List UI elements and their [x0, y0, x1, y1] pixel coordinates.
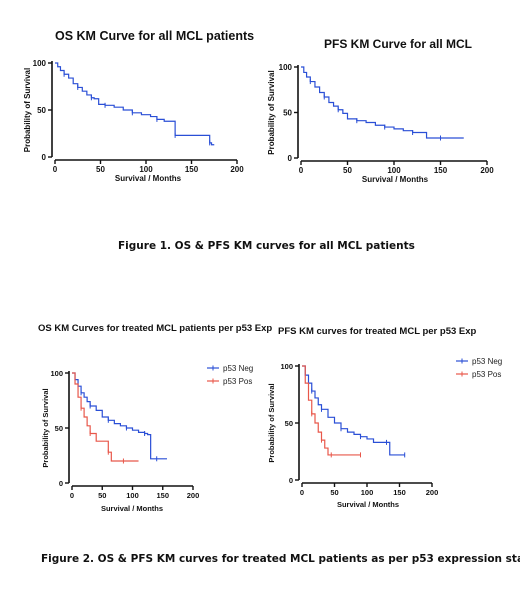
- y-axis-title: Probability of Survival: [267, 70, 276, 154]
- x-tick-label: 100: [126, 491, 139, 500]
- x-tick-label: 200: [426, 488, 439, 497]
- x-tick-label: 150: [434, 166, 448, 175]
- legend-label: p53 Pos: [472, 370, 501, 379]
- x-tick-label: 50: [343, 166, 352, 175]
- y-tick-label: 0: [288, 154, 293, 163]
- plot-svg: 0 50 100 0 50 100 150 200 Survival / Months Proba…: [267, 63, 494, 184]
- x-tick-label: 200: [480, 166, 494, 175]
- chart-pfs-p53: PFS KM curves for treated MCL per p53 Ex…: [260, 310, 520, 530]
- x-tick-label: 50: [98, 491, 106, 500]
- x-tick-label: 100: [361, 488, 374, 497]
- chart-title: PFS KM Curve for all MCL: [324, 37, 473, 51]
- chart-title: OS KM Curve for all MCL patients: [55, 29, 255, 43]
- km-curve-p53-neg: [72, 372, 167, 460]
- x-axis-title: Survival / Months: [362, 175, 429, 184]
- plot-svg: 0 50 100 0 50 100 150 200 Survival / Months Proba…: [23, 59, 244, 183]
- y-tick-label: 50: [283, 109, 292, 118]
- x-tick-label: 150: [185, 165, 199, 174]
- km-curve-series: [55, 62, 215, 146]
- x-tick-label: 50: [330, 488, 338, 497]
- chart-title: PFS KM curves for treated MCL per p53 Ex…: [278, 326, 477, 337]
- x-tick-label: 200: [187, 491, 200, 500]
- x-tick-label: 100: [139, 165, 153, 174]
- x-tick-label: 0: [70, 491, 74, 500]
- y-tick-label: 100: [280, 362, 293, 371]
- figure2-caption: Figure 2. OS & PFS KM curves for treated…: [41, 553, 520, 565]
- x-tick-label: 150: [156, 491, 169, 500]
- km-curve-p53-neg: [302, 365, 405, 456]
- chart-title: OS KM Curves for treated MCL patients pe…: [38, 323, 273, 334]
- x-tick-label: 200: [230, 165, 244, 174]
- x-tick-label: 100: [387, 166, 401, 175]
- x-tick-label: 50: [96, 165, 105, 174]
- y-tick-label: 0: [289, 476, 293, 485]
- km-curve-p53-pos: [302, 365, 361, 456]
- plot-svg: 0 50 100 0 50 100 150 200 Survival / Months Proba…: [267, 357, 502, 509]
- figure1-caption: Figure 1. OS & PFS KM curves for all MCL…: [118, 240, 415, 252]
- y-tick-label: 50: [285, 419, 293, 428]
- y-tick-label: 100: [50, 369, 63, 378]
- y-axis-title: Probability of Survival: [23, 68, 32, 152]
- legend-label: p53 Neg: [472, 357, 502, 366]
- y-tick-label: 100: [279, 63, 293, 72]
- x-tick-label: 0: [299, 166, 304, 175]
- y-tick-label: 50: [55, 424, 63, 433]
- chart-os-all: OS KM Curve for all MCL patients 0 50 100 0…: [0, 0, 260, 200]
- plot-svg: 0 50 100 0 50 100 150 200 Survival / Months Proba…: [41, 364, 253, 513]
- x-tick-label: 150: [393, 488, 406, 497]
- y-tick-label: 0: [59, 479, 63, 488]
- legend-label: p53 Pos: [223, 377, 252, 386]
- x-tick-label: 0: [300, 488, 304, 497]
- chart-os-p53: OS KM Curves for treated MCL patients pe…: [0, 310, 272, 530]
- km-curve-series: [301, 66, 464, 139]
- x-tick-label: 0: [53, 165, 58, 174]
- x-axis-title: Survival / Months: [337, 500, 399, 509]
- legend-label: p53 Neg: [223, 364, 253, 373]
- y-axis-title: Probability of Survival: [267, 383, 276, 462]
- km-curve-p53-pos: [72, 372, 139, 462]
- y-axis-title: Probability of Survival: [41, 388, 50, 467]
- y-tick-label: 50: [37, 106, 46, 115]
- x-axis-title: Survival / Months: [101, 504, 163, 513]
- y-tick-label: 100: [33, 59, 47, 68]
- x-axis-title: Survival / Months: [115, 174, 182, 183]
- chart-pfs-all: PFS KM Curve for all MCL 0 50 100 0 50 100 150…: [260, 0, 520, 200]
- y-tick-label: 0: [42, 153, 47, 162]
